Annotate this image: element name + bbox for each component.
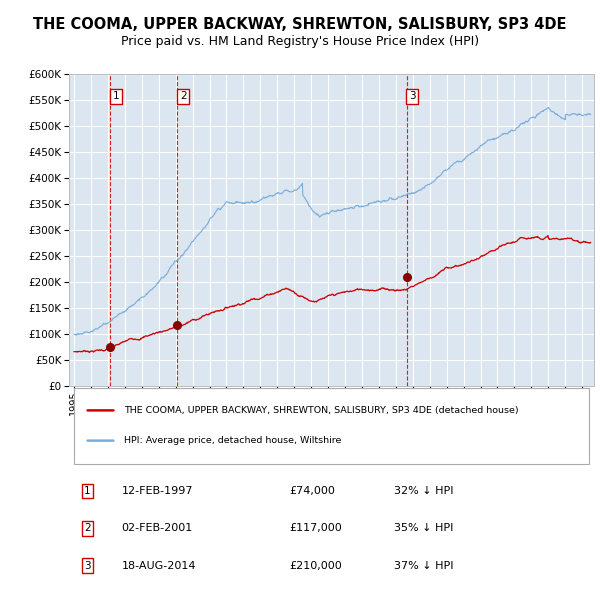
Text: 18-AUG-2014: 18-AUG-2014	[121, 560, 196, 571]
Text: THE COOMA, UPPER BACKWAY, SHREWTON, SALISBURY, SP3 4DE (detached house): THE COOMA, UPPER BACKWAY, SHREWTON, SALI…	[124, 406, 519, 415]
Text: 35% ↓ HPI: 35% ↓ HPI	[395, 523, 454, 533]
Text: 3: 3	[409, 91, 416, 101]
FancyBboxPatch shape	[74, 388, 589, 464]
Text: 2: 2	[84, 523, 91, 533]
Text: 32% ↓ HPI: 32% ↓ HPI	[395, 486, 454, 496]
Text: THE COOMA, UPPER BACKWAY, SHREWTON, SALISBURY, SP3 4DE: THE COOMA, UPPER BACKWAY, SHREWTON, SALI…	[33, 17, 567, 32]
Text: 2: 2	[180, 91, 187, 101]
Text: 02-FEB-2001: 02-FEB-2001	[121, 523, 193, 533]
Text: 3: 3	[84, 560, 91, 571]
Text: Price paid vs. HM Land Registry's House Price Index (HPI): Price paid vs. HM Land Registry's House …	[121, 35, 479, 48]
Text: 12-FEB-1997: 12-FEB-1997	[121, 486, 193, 496]
Text: 37% ↓ HPI: 37% ↓ HPI	[395, 560, 454, 571]
Text: £74,000: £74,000	[290, 486, 335, 496]
Text: 1: 1	[113, 91, 119, 101]
Text: HPI: Average price, detached house, Wiltshire: HPI: Average price, detached house, Wilt…	[124, 436, 341, 445]
Text: 1: 1	[84, 486, 91, 496]
Text: £210,000: £210,000	[290, 560, 342, 571]
Text: £117,000: £117,000	[290, 523, 342, 533]
